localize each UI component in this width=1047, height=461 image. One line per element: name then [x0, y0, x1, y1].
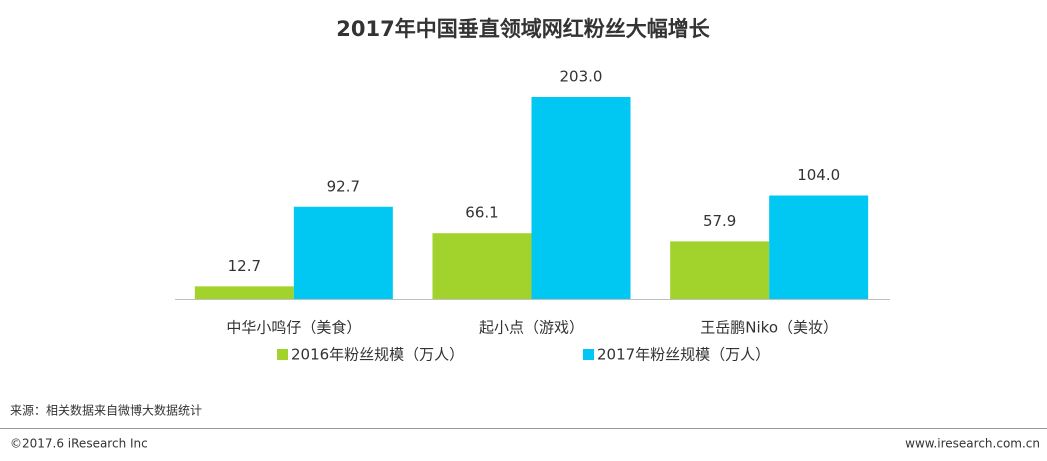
website: www.iresearch.com.cn: [905, 437, 1040, 451]
value-label: 92.7: [327, 177, 360, 195]
value-label: 66.1: [465, 204, 498, 222]
source-note: 来源：相关数据来自微博大数据统计: [10, 403, 202, 418]
bar: [194, 286, 294, 299]
legend-swatch: [277, 349, 288, 360]
bar: [531, 97, 631, 299]
legend-swatch: [583, 349, 594, 360]
chart-title: 2017年中国垂直领域网红粉丝大幅增长: [336, 17, 710, 41]
x-tick-label: 中华小鸣仔（美食）: [226, 319, 361, 337]
legend-label: 2016年粉丝规模（万人）: [291, 346, 464, 364]
bar: [293, 206, 393, 299]
x-tick-label: 起小点（游戏）: [479, 319, 584, 337]
bar: [670, 241, 770, 299]
value-label: 12.7: [228, 257, 261, 275]
bar: [432, 233, 532, 299]
legend-label: 2017年粉丝规模（万人）: [597, 346, 770, 364]
bar: [769, 195, 869, 299]
x-tick-label: 王岳鹏Niko（美妆）: [700, 319, 838, 337]
value-label: 57.9: [703, 212, 736, 230]
value-label: 203.0: [560, 68, 603, 86]
copyright: ©2017.6 iResearch Inc: [10, 437, 148, 451]
value-label: 104.0: [797, 166, 840, 184]
